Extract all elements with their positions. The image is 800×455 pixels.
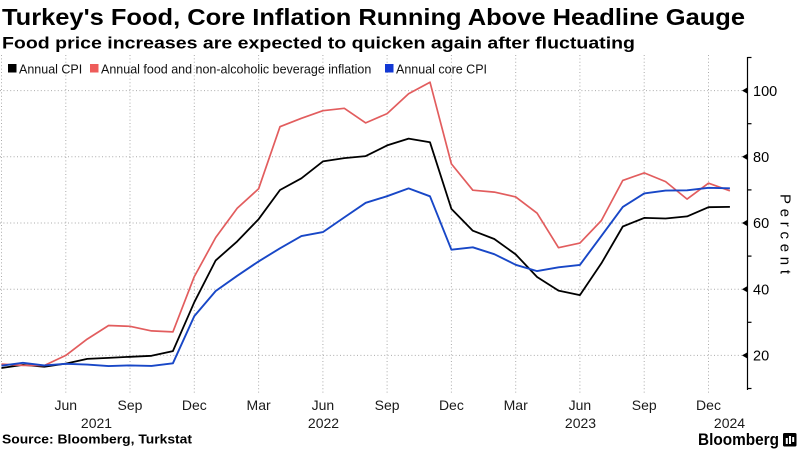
svg-text:100: 100 (753, 84, 777, 100)
svg-text:Annual food and non-alcoholic: Annual food and non-alcoholic beverage i… (101, 63, 371, 77)
svg-text:40: 40 (753, 282, 769, 298)
svg-text:2022: 2022 (308, 415, 339, 431)
svg-text:Sep: Sep (375, 397, 400, 413)
svg-text:Mar: Mar (504, 397, 528, 413)
svg-text:Bloomberg: Bloomberg (698, 430, 779, 449)
svg-text:80: 80 (753, 150, 769, 166)
svg-text:2021: 2021 (81, 415, 112, 431)
svg-text:2024: 2024 (714, 415, 745, 431)
svg-text:Sep: Sep (632, 397, 657, 413)
svg-text:Annual CPI: Annual CPI (19, 63, 82, 77)
svg-text:Dec: Dec (182, 397, 207, 413)
svg-text:Annual core CPI: Annual core CPI (396, 63, 487, 77)
svg-text:20: 20 (753, 349, 769, 365)
svg-text:Jun: Jun (312, 397, 335, 413)
svg-text:Food price increases are expec: Food price increases are expected to qui… (2, 35, 635, 53)
svg-text:Turkey's Food, Core Inflation: Turkey's Food, Core Inflation Running Ab… (2, 4, 745, 30)
svg-text:Dec: Dec (696, 397, 721, 413)
svg-text:Source: Bloomberg, Turkstat: Source: Bloomberg, Turkstat (2, 433, 193, 447)
svg-text:Jun: Jun (55, 397, 78, 413)
svg-text:2023: 2023 (565, 415, 596, 431)
svg-text:Jun: Jun (569, 397, 592, 413)
svg-text:Mar: Mar (247, 397, 271, 413)
svg-text:Sep: Sep (118, 397, 143, 413)
svg-text:Dec: Dec (439, 397, 464, 413)
svg-text:60: 60 (753, 216, 769, 232)
